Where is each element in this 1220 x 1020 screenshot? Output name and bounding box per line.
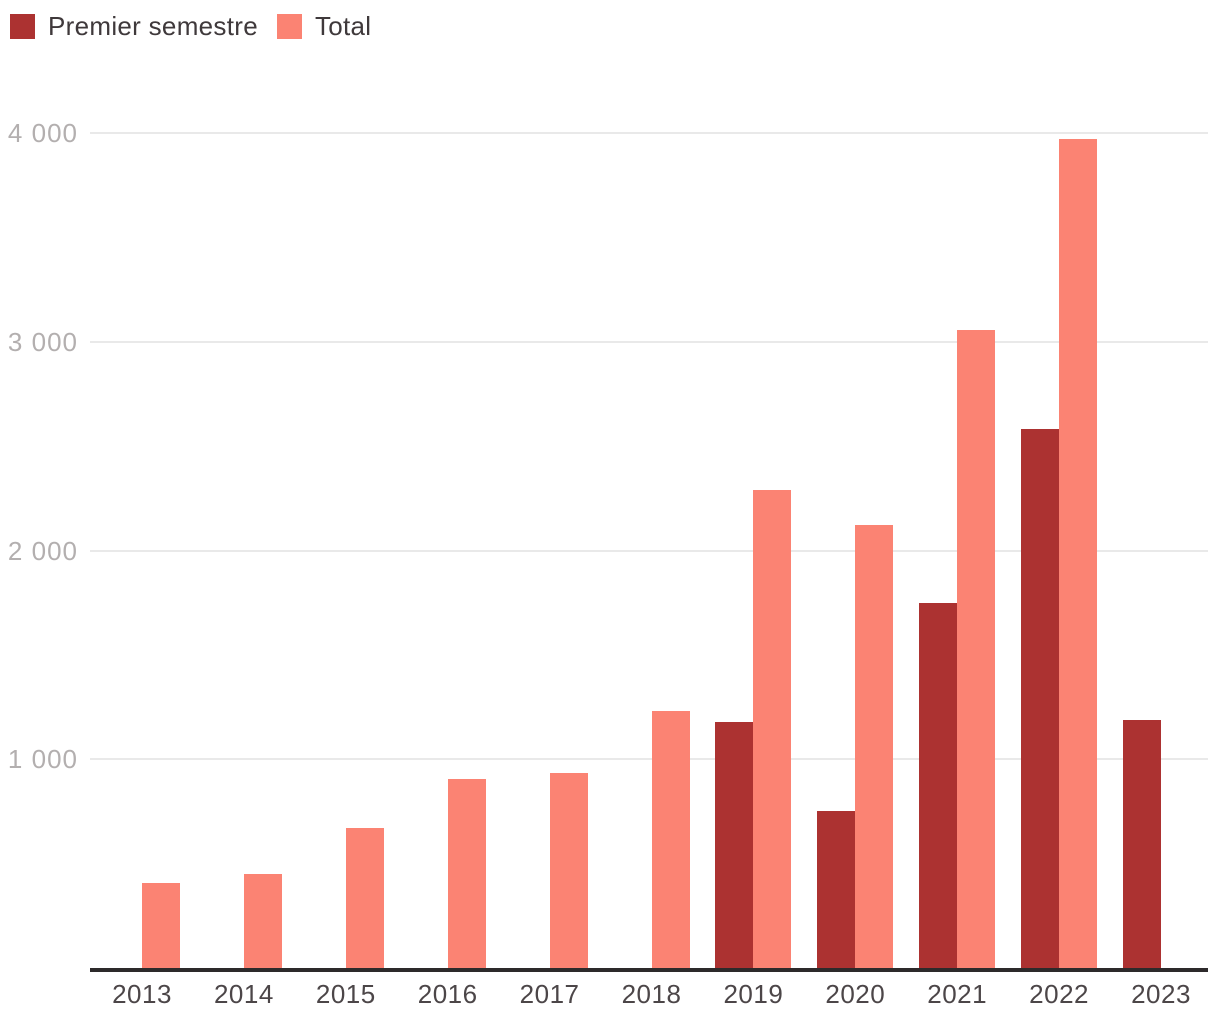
bar-total-2017[interactable] (549, 773, 588, 968)
x-tick-label-2022: 2022 (1029, 979, 1090, 1009)
legend-item-total: Total (276, 11, 372, 41)
bar-total-2013[interactable] (142, 883, 180, 968)
bar-total-2019[interactable] (753, 490, 792, 968)
bar-premier-semestre-2022[interactable] (1021, 429, 1060, 968)
y-tick-label-3000: 3 000 (7, 326, 78, 357)
legend-swatch-total (276, 13, 302, 39)
gridline-1000 (90, 758, 1208, 761)
bar-total-2021[interactable] (957, 330, 996, 968)
bar-total-2022[interactable] (1059, 139, 1098, 968)
x-axis-line (90, 968, 1208, 972)
legend-label-premier-semestre: Premier semestre (48, 11, 258, 41)
gridline-3000 (90, 340, 1208, 343)
bar-premier-semestre-2021[interactable] (919, 603, 958, 968)
bar-premier-semestre-2023[interactable] (1123, 720, 1161, 968)
x-tick-label-2013: 2013 (112, 979, 172, 1009)
x-tick-label-2018: 2018 (621, 979, 682, 1009)
legend-swatch-premier-semestre (10, 13, 35, 39)
plot-area (90, 132, 1208, 968)
bar-total-2016[interactable] (447, 779, 486, 968)
bar-total-2018[interactable] (651, 711, 690, 968)
bar-total-2014[interactable] (243, 874, 282, 968)
legend-item-premier-semestre: Premier semestre (10, 12, 258, 40)
bar-premier-semestre-2020[interactable] (817, 811, 856, 968)
chart-legend: Premier semestre Total (10, 12, 371, 40)
gridline-4000 (90, 132, 1208, 134)
x-tick-label-2023: 2023 (1131, 979, 1191, 1009)
legend-label-total: Total (314, 11, 372, 41)
x-tick-label-2019: 2019 (723, 979, 784, 1009)
x-tick-label-2017: 2017 (519, 979, 580, 1009)
y-tick-label-1000: 1 000 (7, 744, 78, 775)
bar-total-2020[interactable] (855, 525, 894, 968)
gridline-2000 (90, 549, 1208, 552)
x-tick-label-2020: 2020 (825, 979, 886, 1009)
bar-total-2015[interactable] (345, 828, 384, 968)
y-tick-label-2000: 2 000 (7, 535, 78, 566)
x-tick-label-2015: 2015 (315, 979, 376, 1009)
x-tick-label-2021: 2021 (927, 979, 988, 1009)
x-tick-label-2016: 2016 (417, 979, 478, 1009)
bar-premier-semestre-2019[interactable] (715, 722, 754, 968)
y-tick-label-4000: 4 000 (7, 118, 78, 148)
x-tick-label-2014: 2014 (213, 979, 274, 1009)
